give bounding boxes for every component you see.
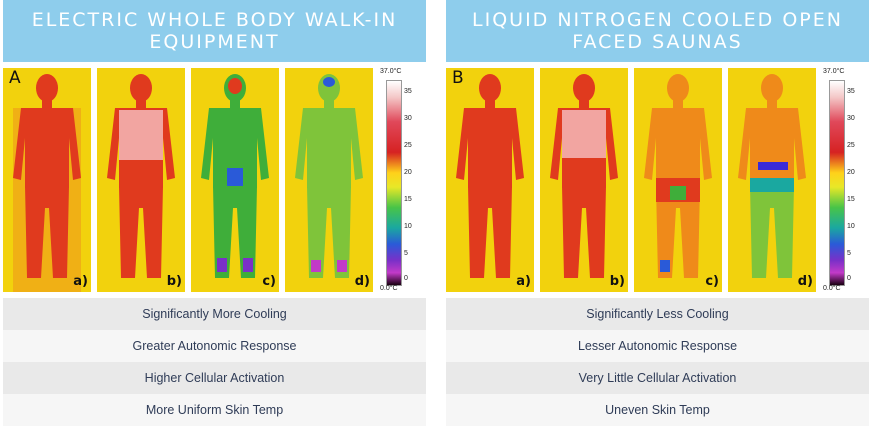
list-item: Greater Autonomic Response bbox=[3, 330, 426, 362]
scale-tick: 10 bbox=[404, 223, 412, 230]
body-front-partial bbox=[634, 68, 722, 292]
frame-label: a) bbox=[516, 274, 531, 289]
figure-letter: A bbox=[9, 68, 21, 88]
thermal-frame-b: b) bbox=[97, 68, 185, 292]
list-item: Uneven Skin Temp bbox=[446, 394, 869, 426]
thermal-frame-d: d) bbox=[285, 68, 373, 292]
list-item: Lesser Autonomic Response bbox=[446, 330, 869, 362]
scale-tick: 30 bbox=[404, 115, 412, 122]
scale-gradient bbox=[829, 80, 845, 286]
thermal-frame-a: a) bbox=[446, 68, 534, 292]
panel-title: LIQUID NITROGEN COOLED OPEN FACED SAUNAS bbox=[446, 0, 869, 62]
frame-label: b) bbox=[166, 274, 182, 289]
scale-tick: 20 bbox=[847, 169, 855, 176]
scale-tick: 35 bbox=[847, 88, 855, 95]
thermal-frame-a: a) bbox=[3, 68, 91, 292]
comparison-list: Significantly Less Cooling Lesser Autono… bbox=[446, 298, 869, 426]
scale-min: 0.0°C bbox=[380, 285, 398, 292]
scale-tick: 25 bbox=[847, 142, 855, 149]
frame-label: c) bbox=[705, 274, 719, 289]
scale-min: 0.0°C bbox=[823, 285, 841, 292]
frame-label: d) bbox=[354, 274, 370, 289]
panel-title: ELECTRIC WHOLE BODY WALK-IN EQUIPMENT bbox=[3, 0, 426, 62]
scale-tick: 20 bbox=[404, 169, 412, 176]
scale-tick: 0 bbox=[847, 275, 851, 282]
frame-label: d) bbox=[797, 274, 813, 289]
frame-label: a) bbox=[73, 274, 88, 289]
body-back-warm bbox=[540, 68, 628, 292]
panel-electric: ELECTRIC WHOLE BODY WALK-IN EQUIPMENT a) bbox=[3, 0, 426, 430]
body-back-partial bbox=[728, 68, 816, 292]
body-back-warm bbox=[97, 68, 185, 292]
frame-label: b) bbox=[609, 274, 625, 289]
scale-max: 37.0°C bbox=[380, 68, 402, 75]
list-item: Higher Cellular Activation bbox=[3, 362, 426, 394]
figure-letter: B bbox=[452, 68, 464, 88]
scale-max: 37.0°C bbox=[823, 68, 845, 75]
scale-tick: 30 bbox=[847, 115, 855, 122]
scale-gradient bbox=[386, 80, 402, 286]
thermal-frame-b: b) bbox=[540, 68, 628, 292]
body-front-warm bbox=[3, 68, 91, 292]
thermal-frame-c: c) bbox=[634, 68, 722, 292]
temperature-scale: 37.0°C 35 30 25 20 15 10 5 0 0.0°C bbox=[823, 68, 869, 292]
list-item: More Uniform Skin Temp bbox=[3, 394, 426, 426]
scale-tick: 10 bbox=[847, 223, 855, 230]
panel-nitrogen: LIQUID NITROGEN COOLED OPEN FACED SAUNAS… bbox=[446, 0, 869, 430]
comparison-list: Significantly More Cooling Greater Auton… bbox=[3, 298, 426, 426]
scale-tick: 35 bbox=[404, 88, 412, 95]
scale-tick: 5 bbox=[847, 250, 851, 257]
scale-tick: 0 bbox=[404, 275, 408, 282]
body-front-warm bbox=[446, 68, 534, 292]
scale-tick: 15 bbox=[847, 196, 855, 203]
body-front-cooled bbox=[191, 68, 279, 292]
list-item: Very Little Cellular Activation bbox=[446, 362, 869, 394]
list-item: Significantly More Cooling bbox=[3, 298, 426, 330]
thermal-frame-c: c) bbox=[191, 68, 279, 292]
temperature-scale: 37.0°C 35 30 25 20 15 10 5 0 0.0°C bbox=[380, 68, 426, 292]
scale-tick: 15 bbox=[404, 196, 412, 203]
thermal-figure: a) b) bbox=[3, 66, 426, 294]
scale-tick: 5 bbox=[404, 250, 408, 257]
list-item: Significantly Less Cooling bbox=[446, 298, 869, 330]
body-back-cooled bbox=[285, 68, 373, 292]
thermal-figure: a) b) bbox=[446, 66, 869, 294]
thermal-frame-d: d) bbox=[728, 68, 816, 292]
scale-tick: 25 bbox=[404, 142, 412, 149]
frame-label: c) bbox=[262, 274, 276, 289]
